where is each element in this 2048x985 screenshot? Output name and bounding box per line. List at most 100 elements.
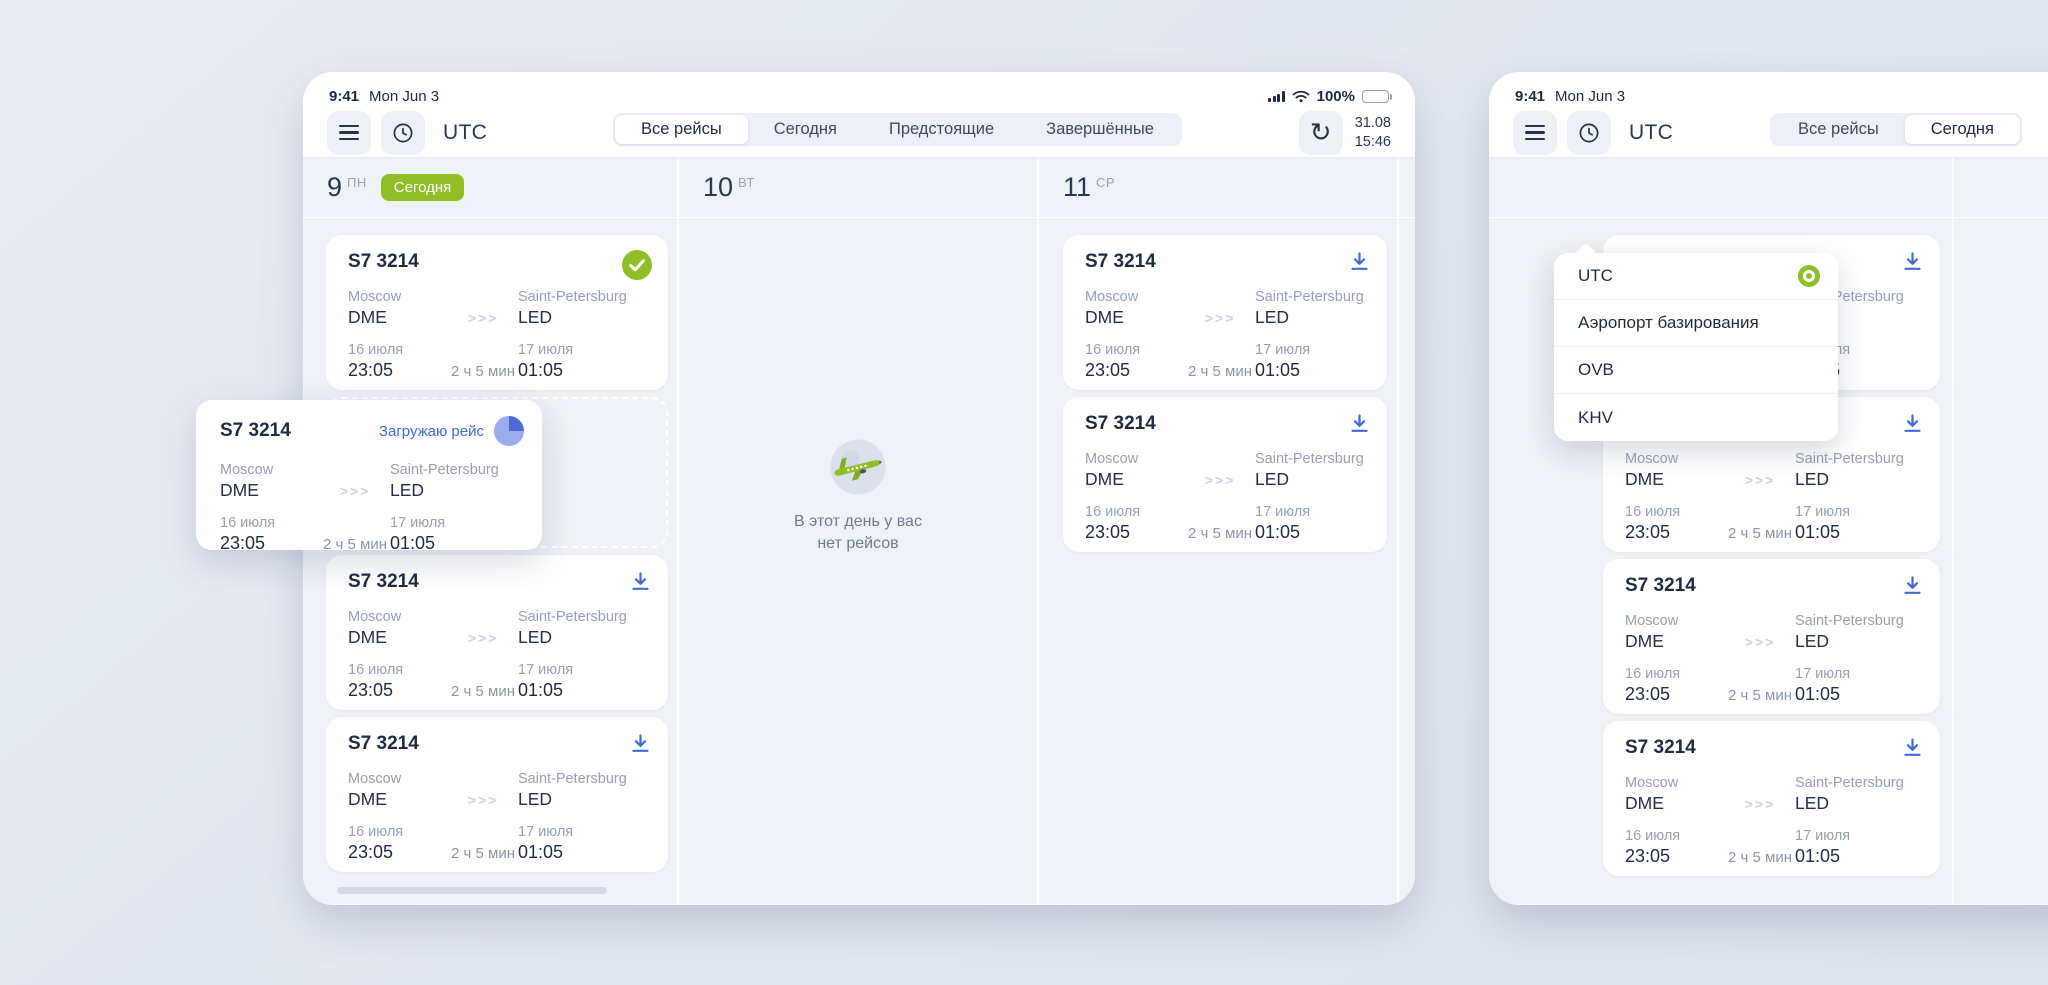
arrival-time: 01:05 — [1255, 521, 1301, 542]
arrival-time: 01:05 — [1795, 845, 1841, 866]
departure-time: 23:05 — [1625, 521, 1671, 542]
wifi-icon — [1292, 90, 1310, 103]
departure-time: 23:05 — [348, 679, 394, 700]
day-column-next — [1397, 158, 1415, 904]
download-icon[interactable] — [1901, 574, 1924, 602]
flight-card[interactable]: S7 3214 Moscow DME >>> Saint-Petersburg … — [326, 235, 668, 390]
dropdown-item[interactable]: KHV — [1554, 394, 1838, 441]
day-number: 11 — [1063, 172, 1092, 202]
flight-card[interactable]: S7 3214 Moscow DME >>> Saint-Petersburg … — [1603, 559, 1940, 714]
arrival-date: 17 июля — [390, 514, 446, 531]
timezone-button[interactable] — [381, 110, 425, 155]
cellular-signal-icon — [1268, 91, 1285, 102]
day-header-9: 9 ПН Сегодня — [303, 158, 677, 218]
origin-code: DME — [1085, 307, 1124, 328]
download-icon[interactable] — [1901, 412, 1924, 440]
day-column-11: 11 СР S7 3214 Moscow DME >>> Saint-Peter… — [1037, 158, 1397, 904]
dropdown-item-label: Аэропорт базирования — [1578, 313, 1759, 332]
day-number: 9 — [327, 172, 343, 202]
flight-card[interactable]: S7 3214 Moscow DME >>> Saint-Petersburg … — [1603, 721, 1940, 876]
battery-percent: 100% — [1316, 88, 1355, 105]
flight-duration: 2 ч 5 мин — [323, 536, 387, 554]
flight-card[interactable]: S7 3214 Moscow DME >>> Saint-Petersburg … — [1063, 235, 1387, 390]
destination-city: Saint-Petersburg — [1255, 451, 1364, 467]
flight-number: S7 3214 — [1625, 737, 1696, 758]
destination-code: LED — [518, 307, 553, 328]
departure-time: 23:05 — [220, 532, 266, 553]
origin-code: DME — [1625, 793, 1664, 814]
route-row: Moscow DME >>> Saint-Petersburg LED — [1085, 288, 1367, 330]
status-bar: 9:41 Mon Jun 3 — [1489, 72, 2048, 108]
destination-city: Saint-Petersburg — [1255, 289, 1364, 305]
route-row: Moscow DME >>> Saint-Petersburg LED — [1625, 612, 1920, 654]
arrival-time: 01:05 — [1795, 683, 1841, 704]
dropdown-item[interactable]: UTC — [1554, 253, 1838, 300]
segment-tab[interactable]: Сегодня — [1904, 115, 2020, 144]
arrival-time: 01:05 — [518, 679, 564, 700]
flight-card[interactable]: S7 3214 Moscow DME >>> Saint-Petersburg … — [1063, 397, 1387, 552]
loading-label: Загружаю рейс — [378, 422, 484, 440]
download-icon[interactable] — [1348, 412, 1371, 440]
arrival-time: 01:05 — [1255, 359, 1301, 380]
segment-tab[interactable]: Предстоящие — [888, 120, 995, 138]
times-row: 16 июля 23:05 2 ч 5 мин 17 июля 01:05 — [348, 661, 648, 703]
menu-button[interactable] — [1513, 110, 1557, 155]
flight-card[interactable]: S7 3214 Moscow DME >>> Saint-Petersburg … — [326, 555, 668, 710]
refresh-button[interactable]: ↻ — [1298, 110, 1343, 155]
clock-icon — [393, 123, 413, 142]
toolbar: UTC Все рейсы Сегодня Предстоящие Завершённ… — [303, 108, 1415, 158]
filter-segmented-control: Все рейсы Сегодня Предстоящие Завершённые — [613, 113, 1182, 146]
segment-tab[interactable]: Сегодня — [773, 120, 837, 138]
segment-tab[interactable]: Все рейсы — [1798, 120, 1879, 138]
menu-button[interactable] — [327, 110, 371, 155]
destination-city: Saint-Petersburg — [390, 462, 499, 478]
origin-city: Moscow — [1625, 775, 1679, 791]
origin-code: DME — [348, 789, 387, 810]
destination-city: Saint-Petersburg — [1795, 613, 1904, 629]
download-icon[interactable] — [1901, 736, 1924, 764]
calendar-board: S7 3214 Moscow DME >>> Saint-Petersburg … — [1489, 158, 2048, 904]
arrival-time: 01:05 — [390, 532, 436, 553]
timezone-label: UTC — [1629, 120, 1674, 144]
route-chevrons-icon: >>> — [467, 309, 499, 326]
times-row: 16 июля 23:05 2 ч 5 мин 17 июля 01:05 — [348, 341, 648, 383]
ipad-frame-right: 9:41 Mon Jun 3 UTC Все рейсы Сегодня S7 3… — [1489, 72, 2048, 905]
flight-card[interactable]: S7 3214 Moscow DME >>> Saint-Petersburg … — [326, 717, 668, 872]
battery-icon — [1362, 90, 1392, 103]
departure-time: 23:05 — [1085, 521, 1131, 542]
flight-duration: 2 ч 5 мин — [1728, 849, 1792, 867]
status-date: Mon Jun 3 — [1555, 88, 1626, 105]
dropdown-item-label: OVB — [1578, 360, 1614, 379]
times-row: 16 июля 23:05 2 ч 5 мин 17 июля 01:05 — [1625, 827, 1920, 869]
route-row: Moscow DME >>> Saint-Petersburg LED — [348, 770, 648, 812]
route-chevrons-icon: >>> — [1744, 795, 1776, 812]
flight-duration: 2 ч 5 мин — [451, 845, 515, 863]
toolbar: UTC Все рейсы Сегодня — [1489, 108, 2048, 158]
timezone-button[interactable] — [1567, 110, 1611, 155]
flight-duration: 2 ч 5 мин — [1188, 525, 1252, 543]
segment-tab[interactable]: Завершённые — [1046, 120, 1154, 138]
dropdown-item[interactable]: OVB — [1554, 347, 1838, 394]
empty-day-text: В этот день у вас нет рейсов — [794, 513, 922, 553]
download-icon[interactable] — [1901, 250, 1924, 278]
arrival-time: 01:05 — [1795, 521, 1841, 542]
flight-number: S7 3214 — [220, 420, 291, 441]
times-row: 16 июля 23:05 2 ч 5 мин 17 июля 01:05 — [1085, 503, 1367, 545]
route-chevrons-icon: >>> — [1204, 309, 1236, 326]
horizontal-scrollbar[interactable] — [337, 887, 607, 894]
segment-tab[interactable]: Все рейсы — [615, 115, 748, 144]
times-row: 16 июля 23:05 2 ч 5 мин 17 июля 01:05 — [220, 514, 524, 556]
download-icon[interactable] — [1348, 250, 1371, 278]
dropdown-item[interactable]: Аэропорт базирования — [1554, 300, 1838, 347]
status-bar: 9:41 Mon Jun 3 100% — [303, 72, 1415, 108]
download-icon[interactable] — [629, 570, 652, 598]
origin-city: Moscow — [348, 289, 402, 305]
destination-city: Saint-Petersburg — [518, 289, 627, 305]
origin-code: DME — [220, 480, 259, 501]
flight-duration: 2 ч 5 мин — [451, 363, 515, 381]
departure-date: 16 июля — [1625, 503, 1681, 520]
times-row: 16 июля 23:05 2 ч 5 мин 17 июля 01:05 — [1085, 341, 1367, 383]
destination-city: Saint-Petersburg — [518, 609, 627, 625]
arrival-date: 17 июля — [1795, 665, 1851, 682]
download-icon[interactable] — [629, 732, 652, 760]
